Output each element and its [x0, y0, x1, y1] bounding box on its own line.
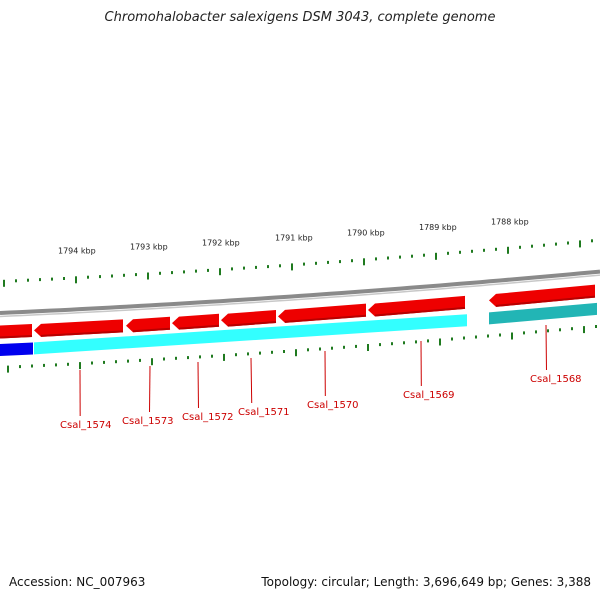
orf-block	[0, 342, 33, 356]
scale-ticks-lower	[7, 325, 597, 373]
accession-label: Accession: NC_007963	[9, 575, 146, 589]
gene-label: Csal_1570	[307, 400, 359, 411]
cds-arrow	[126, 316, 170, 333]
genome-backbone	[0, 269, 600, 318]
cds-arrow-shadow	[40, 330, 124, 337]
scale-labels: 1794 kbp 1793 kbp 1792 kbp 1791 kbp 1790 kbp…	[58, 217, 529, 255]
backbone-line-inner	[0, 274, 600, 318]
scale-label: 1793 kbp	[130, 243, 168, 252]
scale-ticks-upper	[3, 239, 593, 287]
cds-arrow-shadow	[495, 295, 596, 307]
cds-arrow-shadow	[132, 327, 171, 333]
cds-arrow-shadow	[227, 321, 277, 327]
orf-block	[34, 314, 467, 355]
gene-label: Csal_1571	[238, 407, 290, 418]
gene-labels: Csal_1574 Csal_1573 Csal_1572 Csal_1571 Csal…	[60, 324, 582, 431]
scale-label: 1790 kbp	[347, 229, 385, 238]
gene-label: Csal_1569	[403, 390, 455, 401]
cds-arrow-shadow	[374, 306, 466, 317]
scale-label: 1789 kbp	[419, 223, 457, 232]
gene-label: Csal_1568	[530, 374, 582, 385]
orf-track	[0, 302, 597, 356]
cds-arrow-shadow	[284, 314, 367, 323]
cds-track	[0, 284, 596, 339]
map-title: Chromohalobacter salexigens DSM 3043, co…	[104, 10, 496, 25]
gene-leader-line	[250, 357, 253, 404]
topology-label: Topology: circular; Length: 3,696,649 bp…	[261, 575, 591, 589]
scale-label: 1791 kbp	[275, 234, 313, 243]
orf-block	[489, 302, 597, 325]
cds-arrow-shadow	[178, 324, 220, 330]
cds-arrow	[489, 284, 595, 307]
scale-label: 1794 kbp	[58, 246, 96, 255]
cds-arrow	[0, 324, 32, 339]
gene-label: Csal_1572	[182, 412, 234, 423]
gene-label: Csal_1574	[60, 420, 112, 431]
backbone-line-outer	[0, 269, 600, 315]
cds-arrow	[368, 295, 465, 317]
cds-arrow-shadow	[0, 335, 33, 339]
gene-label: Csal_1573	[122, 416, 174, 427]
scale-label: 1788 kbp	[491, 217, 529, 226]
scale-label: 1792 kbp	[202, 238, 240, 247]
